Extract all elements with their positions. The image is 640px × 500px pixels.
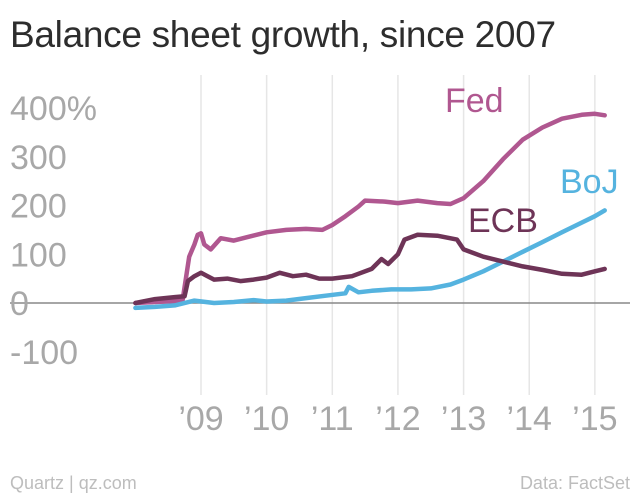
y-tick-label: 0 xyxy=(10,285,29,323)
series-label-ecb: ECB xyxy=(468,202,538,240)
series-line-fed xyxy=(133,111,607,306)
series-label-boj: BoJ xyxy=(560,163,619,201)
series-label-layer: Fed BoJ ECB xyxy=(445,82,619,240)
y-tick-label: 400% xyxy=(10,90,97,128)
y-tick-label: 200 xyxy=(10,188,67,226)
x-tick-label: ’10 xyxy=(244,400,289,438)
y-tick-label: -100 xyxy=(10,334,78,372)
y-tick-label: 100 xyxy=(10,236,67,274)
x-tick-label: ’14 xyxy=(507,400,552,438)
series-layer xyxy=(133,111,607,311)
x-tick-layer: ’09 ’10 ’11 ’12 ’13 ’14 ’15 xyxy=(178,400,617,438)
footer-source-right: Data: FactSet xyxy=(519,473,630,493)
y-tick-label: 300 xyxy=(10,139,67,177)
x-tick-label: ’15 xyxy=(572,400,617,438)
x-tick-label: ’13 xyxy=(441,400,486,438)
x-tick-label: ’09 xyxy=(178,400,223,438)
x-tick-label: ’12 xyxy=(375,400,420,438)
chart-title: Balance sheet growth, since 2007 xyxy=(10,14,556,55)
grid-layer xyxy=(200,75,596,395)
x-tick-label: ’11 xyxy=(311,400,354,438)
footer-source-left: Quartz | qz.com xyxy=(10,473,137,493)
series-label-fed: Fed xyxy=(445,82,504,120)
y-tick-layer: 400% 300 200 100 0 -100 xyxy=(10,90,97,372)
series-line-ecb xyxy=(133,232,607,306)
series-line-boj xyxy=(133,208,607,311)
